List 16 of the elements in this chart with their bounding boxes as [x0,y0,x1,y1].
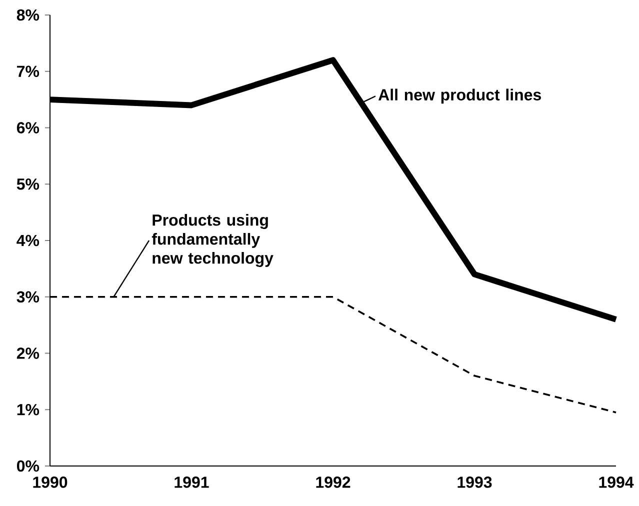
legend-label: All new product lines [378,88,541,104]
x-tick-label: 1991 [174,476,209,488]
y-tick-label: 7% [17,66,40,78]
y-tick-label: 5% [16,178,40,190]
x-tick-label: 1992 [316,476,350,488]
y-tick-label: 1% [17,404,40,416]
x-tick-label: 1994 [599,476,634,488]
y-tick-label: 8% [16,9,40,21]
x-tick-label: 1993 [458,476,492,488]
y-tick-label: 2% [16,348,40,359]
series-label: Products using fundamentally new technology [152,214,274,267]
y-tick-label: 4% [16,234,40,246]
y-tick-label: 3% [16,291,40,303]
y-tick-label: 0% [16,460,40,472]
x-tick-label: 1990 [33,476,68,488]
y-tick-label: 6% [16,122,40,134]
